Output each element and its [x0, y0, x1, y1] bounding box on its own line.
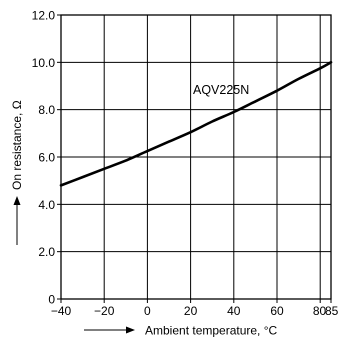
y-tick-label: 6.0 [38, 151, 55, 165]
y-tick-label: 2.0 [38, 245, 55, 259]
x-tick-label: 20 [184, 304, 198, 318]
y-tick-label: 0 [48, 293, 55, 307]
series-lines [59, 61, 333, 187]
grid [61, 15, 331, 299]
series-line-aqv225n [59, 61, 333, 187]
y-axis-arrow-head [13, 196, 21, 205]
y-axis-title: On resistance, Ω [10, 100, 24, 245]
x-axis-label: Ambient temperature, °C [145, 324, 278, 338]
y-axis-label: On resistance, Ω [10, 100, 24, 190]
y-tick-label: 8.0 [38, 103, 55, 117]
y-tick-label: 4.0 [38, 198, 55, 212]
x-tick-label: 60 [270, 304, 284, 318]
x-tick-label: 80 [313, 304, 327, 318]
x-tick-label: 0 [144, 304, 151, 318]
x-tick-label: 40 [227, 304, 241, 318]
x-tick-label: 85 [325, 304, 339, 318]
x-axis-arrow-head [126, 326, 135, 334]
x-tick-label: −20 [94, 304, 115, 318]
x-axis-title: Ambient temperature, °C [84, 324, 278, 338]
series-label-aqv225n: AQV225N [193, 83, 249, 97]
x-tick-label: −40 [51, 304, 72, 318]
y-tick-label: 12.0 [32, 9, 56, 23]
y-tick-label: 10.0 [32, 56, 56, 70]
